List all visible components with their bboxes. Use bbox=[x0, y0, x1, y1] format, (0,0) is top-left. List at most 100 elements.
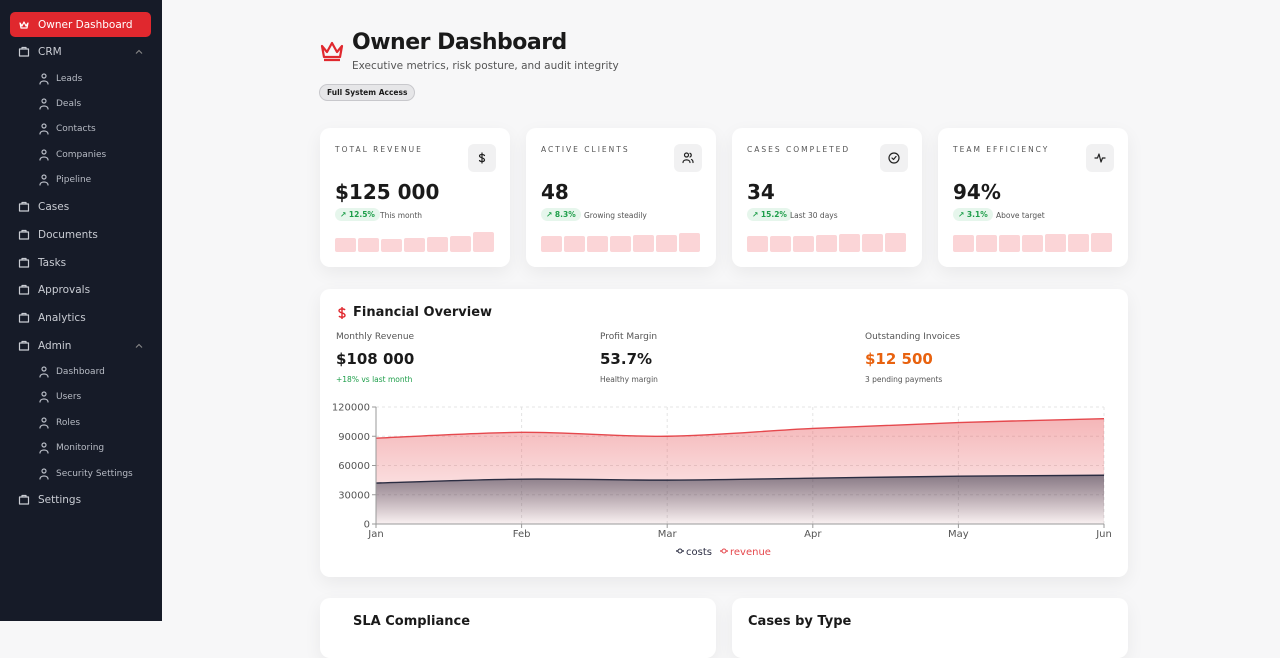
stat-note: Growing steadily bbox=[584, 211, 647, 220]
mini-bars bbox=[747, 233, 906, 252]
financial-card: Financial Overview Monthly Revenue $108 0… bbox=[320, 289, 1128, 577]
stat-change: ↗ 8.3% bbox=[541, 208, 581, 221]
nav-item[interactable]: Security Settings bbox=[36, 462, 151, 486]
nav-item[interactable]: Documents bbox=[10, 223, 151, 247]
nav-label: Cases bbox=[38, 201, 70, 213]
financial-title: Financial Overview bbox=[353, 305, 493, 320]
mini-bar bbox=[404, 238, 425, 252]
y-tick-label: 0 bbox=[364, 520, 370, 531]
nav-item[interactable]: Pipeline bbox=[36, 168, 151, 192]
mini-bar bbox=[770, 236, 791, 252]
legend-dot bbox=[677, 548, 683, 554]
nav-item[interactable]: Owner Dashboard bbox=[10, 12, 151, 37]
legend-label: costs bbox=[686, 547, 712, 558]
mini-bar bbox=[633, 235, 654, 252]
icon bbox=[39, 174, 49, 186]
nav-label: Contacts bbox=[56, 124, 96, 134]
nav-item[interactable]: Analytics bbox=[10, 306, 151, 330]
line bbox=[375, 474, 1105, 484]
dollar-icon bbox=[338, 307, 346, 319]
stat-icon bbox=[674, 144, 702, 172]
y-tick-label: 30000 bbox=[338, 490, 370, 501]
nav-item[interactable]: Users bbox=[36, 385, 151, 409]
stat-change: ↗ 3.1% bbox=[953, 208, 993, 221]
stat-card: TEAM EFFICIENCY 94% ↗ 3.1% Above target bbox=[938, 128, 1128, 267]
metric-value: $12 500 bbox=[865, 350, 933, 368]
stat-change: ↗ 12.5% bbox=[335, 208, 380, 221]
icon bbox=[1094, 153, 1106, 163]
x-tick-label: Jun bbox=[1095, 529, 1112, 540]
nav-item[interactable]: Monitoring bbox=[36, 436, 151, 460]
nav-item[interactable]: Leads bbox=[36, 67, 151, 91]
icon bbox=[39, 391, 49, 403]
nav-item[interactable]: Contacts bbox=[36, 117, 151, 141]
stat-card: TOTAL REVENUE $125 000 ↗ 12.5% This mont… bbox=[320, 128, 510, 267]
metric-value: 53.7% bbox=[600, 350, 653, 368]
sla-title: SLA Compliance bbox=[353, 614, 471, 629]
nav-item[interactable]: Settings bbox=[10, 488, 151, 512]
mini-bar bbox=[564, 236, 585, 252]
mini-bar bbox=[885, 233, 906, 252]
metric-note: Healthy margin bbox=[600, 375, 658, 384]
nav-item[interactable]: Cases bbox=[10, 195, 151, 219]
nav-label: Analytics bbox=[38, 312, 86, 324]
nav-item[interactable]: Roles bbox=[36, 411, 151, 435]
icon bbox=[18, 201, 30, 212]
change-text: 12.5% bbox=[348, 210, 375, 219]
nav-label: Monitoring bbox=[56, 443, 105, 453]
page-subtitle: Executive metrics, risk posture, and aud… bbox=[352, 60, 619, 72]
nav-item[interactable]: Tasks bbox=[10, 251, 151, 275]
legend-dot bbox=[721, 548, 727, 554]
nav-item[interactable]: Admin bbox=[10, 334, 151, 358]
nav-label: Leads bbox=[56, 74, 83, 84]
line bbox=[375, 418, 1105, 439]
sla-card: SLA Compliance bbox=[320, 598, 716, 658]
stat-icon bbox=[880, 144, 908, 172]
icon bbox=[39, 73, 49, 85]
change-text: 8.3% bbox=[554, 210, 576, 219]
nav-item[interactable]: Dashboard bbox=[36, 360, 151, 384]
stat-label: TOTAL REVENUE bbox=[335, 145, 423, 154]
nav-label: Admin bbox=[38, 340, 72, 352]
y-tick-label: 120000 bbox=[332, 403, 370, 414]
icon bbox=[18, 229, 30, 240]
nav-label: Documents bbox=[38, 229, 98, 241]
trend-arrow: ↗ bbox=[546, 210, 555, 219]
stat-icon bbox=[1086, 144, 1114, 172]
icon bbox=[39, 417, 49, 429]
stat-note: Above target bbox=[996, 211, 1045, 220]
nav-item[interactable]: Companies bbox=[36, 143, 151, 167]
legend-label: revenue bbox=[730, 547, 771, 558]
nav-item[interactable]: CRM bbox=[10, 40, 151, 64]
types-card: Cases by Type bbox=[732, 598, 1128, 658]
nav-label: Owner Dashboard bbox=[38, 18, 133, 31]
mini-bar bbox=[473, 232, 494, 252]
nav-label: Pipeline bbox=[56, 175, 92, 185]
nav-item[interactable]: Approvals bbox=[10, 278, 151, 302]
mini-bar bbox=[358, 238, 379, 252]
mini-bar bbox=[816, 235, 837, 252]
x-tick-label: Apr bbox=[804, 529, 822, 540]
metric-note: 3 pending payments bbox=[865, 375, 943, 384]
area bbox=[376, 475, 1104, 524]
y-tick-label: 90000 bbox=[338, 432, 370, 443]
nav-label: Dashboard bbox=[56, 367, 105, 377]
nav-item[interactable]: Deals bbox=[36, 92, 151, 116]
crown-icon bbox=[320, 41, 344, 62]
chevron bbox=[135, 343, 143, 348]
icon bbox=[39, 442, 49, 454]
icon bbox=[18, 284, 30, 295]
mini-bar bbox=[1068, 234, 1089, 252]
icon bbox=[478, 152, 486, 164]
mini-bar bbox=[656, 235, 677, 252]
stat-note: Last 30 days bbox=[790, 211, 838, 220]
nav-label: Tasks bbox=[38, 257, 67, 269]
icon bbox=[39, 123, 49, 135]
chevron bbox=[135, 49, 143, 54]
x-tick-label: Jan bbox=[367, 529, 383, 540]
icon bbox=[18, 340, 30, 351]
stat-icon bbox=[468, 144, 496, 172]
x-tick-label: Feb bbox=[513, 529, 531, 540]
mini-bar bbox=[839, 234, 860, 252]
nav-label: Security Settings bbox=[56, 469, 133, 479]
